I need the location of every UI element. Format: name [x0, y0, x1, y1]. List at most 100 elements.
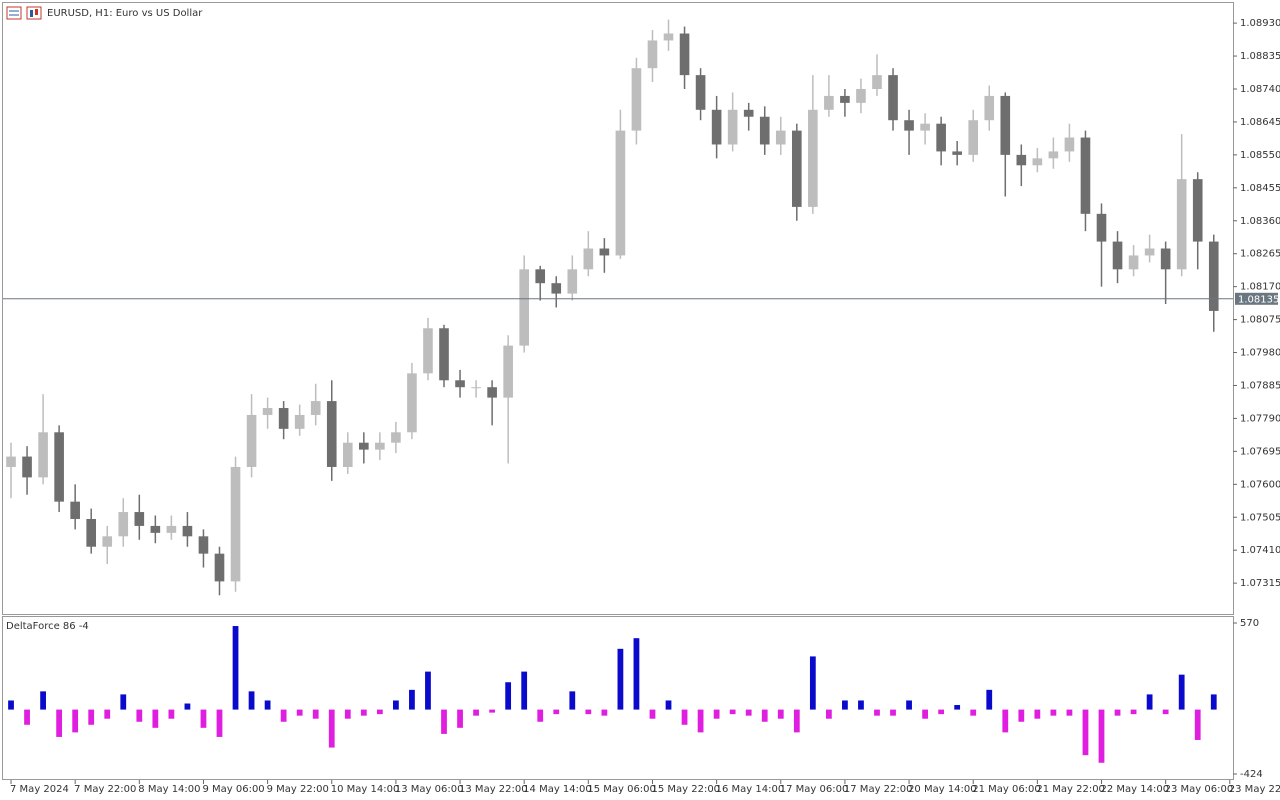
histogram-bar — [40, 691, 46, 710]
candle-body — [503, 345, 513, 398]
candle-body — [22, 456, 32, 478]
candle-body — [294, 414, 305, 429]
histogram-bar — [409, 689, 415, 710]
candle-body — [968, 120, 979, 155]
histogram-bar — [745, 709, 752, 716]
candle-body — [487, 387, 497, 398]
y-tick-label: 1.07980 — [1240, 348, 1280, 359]
histogram-bar — [1178, 674, 1185, 710]
candle-body — [904, 120, 914, 131]
y-tick-label: 1.08360 — [1240, 216, 1280, 227]
histogram-bar — [264, 700, 271, 710]
histogram-bar — [874, 709, 880, 716]
histogram-bar — [200, 709, 207, 728]
candle-body — [439, 328, 449, 381]
candle-body — [535, 269, 546, 284]
candle-body — [936, 123, 946, 152]
x-tick-label: 7 May 2024 — [10, 784, 69, 795]
y-tick-label: 1.08835 — [1240, 51, 1280, 62]
histogram-bar — [649, 709, 656, 719]
candle-body — [150, 525, 161, 533]
candle-body — [1208, 241, 1219, 311]
candle-body — [1160, 248, 1171, 270]
histogram-bar — [761, 709, 768, 722]
y-tick-label: 1.08645 — [1240, 117, 1280, 128]
histogram-bar — [168, 709, 175, 719]
histogram-bar — [56, 709, 63, 737]
x-tick-label: 7 May 22:00 — [74, 784, 136, 795]
y-tick-label: 1.07790 — [1240, 413, 1280, 424]
candle-body — [679, 33, 690, 76]
candle-body — [455, 380, 465, 388]
histogram-bar — [344, 709, 351, 719]
histogram-bar — [1098, 709, 1105, 763]
histogram-bar — [890, 709, 896, 716]
x-tick-label: 22 May 14:00 — [1101, 784, 1170, 795]
histogram-bar — [120, 694, 127, 710]
histogram-bar — [104, 709, 111, 719]
candle-body — [1176, 179, 1187, 270]
candle-body — [86, 518, 97, 547]
candle-body — [166, 525, 177, 533]
y-tick-label: 1.08455 — [1240, 183, 1280, 194]
x-tick-label: 15 May 22:00 — [651, 784, 720, 795]
indicator-frame — [2, 616, 1234, 780]
x-tick-label: 8 May 14:00 — [138, 784, 200, 795]
histogram-bar — [1034, 709, 1041, 719]
y-tick-label: 1.08075 — [1240, 315, 1280, 326]
candle-body — [375, 442, 385, 450]
histogram-bar — [328, 709, 335, 748]
candle-body — [246, 414, 257, 467]
y-tick-label: -424 — [1240, 769, 1263, 780]
x-tick-label: 10 May 14:00 — [331, 784, 400, 795]
histogram-bar — [1210, 694, 1217, 710]
price-frame — [2, 2, 1234, 615]
candle-body — [840, 95, 850, 103]
candle-body — [615, 130, 626, 256]
histogram-bar — [1066, 709, 1073, 716]
candle-body — [519, 269, 529, 346]
candle-body — [727, 109, 738, 145]
candle-body — [278, 408, 289, 429]
histogram-bar — [1130, 709, 1137, 715]
histogram-bar — [842, 700, 848, 710]
histogram-bar — [1162, 709, 1169, 715]
candle-body — [1048, 151, 1059, 159]
candle-body — [1080, 137, 1091, 214]
histogram-bar — [312, 709, 319, 719]
histogram-bar — [825, 709, 832, 719]
candle-body — [984, 95, 995, 121]
candle-body — [391, 432, 401, 443]
candle-body — [888, 75, 898, 121]
y-tick-label: 1.08930 — [1240, 18, 1280, 29]
candle-body — [583, 248, 594, 270]
candle-body — [952, 151, 962, 155]
candle-body — [198, 536, 209, 554]
indicator-title: DeltaForce 86 -4 — [6, 621, 89, 632]
candle-body — [599, 248, 610, 256]
histogram-bar — [248, 691, 255, 710]
histogram-bar — [922, 709, 928, 719]
candle-body — [407, 373, 417, 433]
x-tick-label: 13 May 22:00 — [459, 784, 528, 795]
y-tick-label: 1.07600 — [1240, 479, 1280, 490]
candle-body — [1064, 137, 1075, 152]
candle-body — [1112, 241, 1123, 270]
x-tick-label: 16 May 14:00 — [716, 784, 785, 795]
histogram-bar — [24, 709, 30, 725]
candle-body — [1096, 213, 1107, 242]
candle-body — [54, 432, 64, 502]
x-tick-label: 23 May 06:00 — [1165, 784, 1234, 795]
histogram-bar — [970, 709, 977, 716]
candle-body — [70, 501, 80, 519]
candle-body — [808, 109, 818, 207]
x-tick-label: 17 May 22:00 — [844, 784, 913, 795]
candle-body — [423, 328, 433, 374]
candle-body — [631, 68, 642, 131]
histogram-bar — [681, 709, 688, 725]
y-tick-label: 570 — [1240, 618, 1259, 629]
histogram-bar — [537, 709, 544, 722]
histogram-bar — [473, 709, 479, 716]
candle-body — [695, 75, 706, 110]
